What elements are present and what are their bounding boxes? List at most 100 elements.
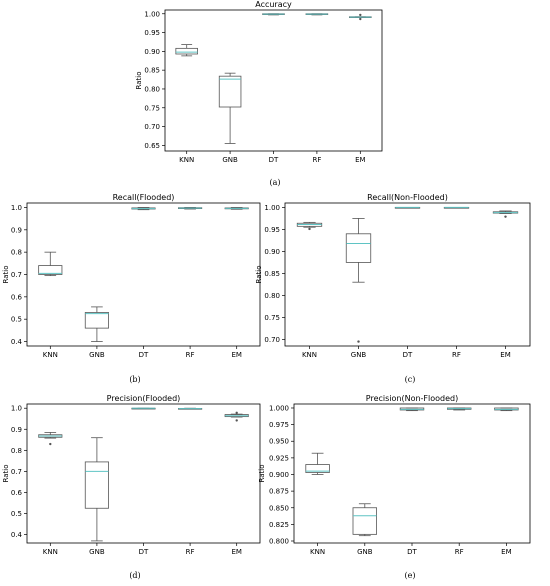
- y-tick-label: 0.6: [11, 293, 23, 301]
- box-gnb: [84, 437, 109, 542]
- box-rf: [446, 407, 472, 411]
- x-tick-label: GNB: [89, 548, 105, 556]
- y-tick-label: 0.8: [11, 249, 22, 257]
- box-dt: [399, 407, 425, 412]
- chart-panel-c: Recall(Non-Flooded) 0.70 0.75 0.80 0.85 0.90 0…: [255, 193, 531, 384]
- y-tick-label: 0.900: [269, 471, 289, 479]
- outlier-point: [49, 442, 52, 446]
- plot-frame: [284, 202, 531, 347]
- y-tick-label: 0.70: [264, 336, 280, 344]
- y-tick-label: 0.5: [11, 510, 22, 518]
- outlier-point: [235, 419, 238, 422]
- box-rf: [178, 407, 203, 410]
- y-tick-label: 0.80: [144, 85, 160, 93]
- chart-title: Recall(Flooded): [113, 193, 175, 202]
- panel-caption: (b): [129, 375, 140, 384]
- x-tick-label: RF: [312, 156, 321, 164]
- iqr-box: [38, 265, 63, 275]
- plot-frame: [26, 403, 261, 544]
- box-knn: [305, 452, 330, 475]
- x-tick-label: DT: [139, 351, 149, 359]
- panel-caption: (e): [405, 571, 416, 580]
- x-tick-label: DT: [269, 156, 279, 164]
- x-tick-label: EM: [231, 548, 241, 556]
- x-tick-label: EM: [501, 548, 511, 556]
- box-em: [224, 411, 249, 422]
- x-tick-label: GNB: [89, 351, 105, 359]
- y-tick-label: 1.0: [11, 405, 22, 413]
- x-tick-label: GNB: [222, 156, 238, 164]
- chart-panel-a: Accuracy 0.65 0.70 0.75 0.80 0.85 0.90 0.95 1.00…: [135, 0, 383, 187]
- x-tick-label: DT: [407, 548, 417, 556]
- y-tick-label: 0.95: [264, 226, 280, 234]
- x-tick-label: DT: [139, 548, 149, 556]
- outlier-point: [359, 17, 362, 21]
- y-tick-label: 0.950: [269, 438, 289, 446]
- y-axis-label: Ratio: [255, 266, 263, 284]
- outlier-point: [357, 340, 360, 343]
- chart-title: Precision(Non-Flooded): [366, 394, 458, 403]
- iqr-box: [345, 233, 372, 263]
- box-knn: [296, 221, 323, 231]
- y-tick-label: 1.00: [264, 204, 280, 212]
- x-tick-label: KNN: [302, 351, 317, 359]
- box-knn: [175, 44, 198, 57]
- chart-panel-b: Recall(Flooded) 0.4 0.5 0.6 0.7 0.8 0.9 1.0 Rati…: [2, 193, 261, 384]
- chart-panel-e: Precision(Non-Flooded) 0.800 0.825 0.850 0.8…: [258, 394, 531, 580]
- x-tick-label: KNN: [179, 156, 194, 164]
- y-tick-label: 0.80: [264, 292, 280, 300]
- box-rf: [443, 206, 470, 209]
- panel-caption: (d): [129, 571, 140, 580]
- y-tick-label: 0.90: [264, 248, 280, 256]
- iqr-box: [84, 312, 109, 329]
- x-tick-label: RF: [455, 548, 464, 556]
- box-knn: [38, 432, 63, 446]
- chart-title: Accuracy: [255, 0, 292, 9]
- iqr-box: [218, 75, 242, 108]
- box-gnb: [345, 217, 372, 343]
- box-gnb: [352, 503, 378, 537]
- iqr-box: [305, 464, 330, 473]
- box-em: [349, 13, 372, 21]
- y-tick-label: 1.0: [11, 204, 22, 212]
- x-tick-label: DT: [403, 351, 413, 359]
- box-knn: [38, 251, 63, 277]
- box-gnb: [84, 306, 109, 342]
- x-tick-label: RF: [452, 351, 461, 359]
- y-tick-label: 0.95: [144, 29, 160, 37]
- x-tick-label: EM: [355, 156, 365, 164]
- x-tick-label: GNB: [351, 351, 367, 359]
- box-rf: [178, 207, 203, 210]
- chart-title: Recall(Non-Flooded): [367, 193, 448, 202]
- outlier-point: [235, 411, 238, 415]
- box-em: [224, 207, 249, 210]
- y-tick-label: 0.975: [269, 421, 289, 429]
- x-tick-label: KNN: [310, 548, 325, 556]
- x-tick-label: EM: [231, 351, 241, 359]
- box-gnb: [218, 72, 242, 144]
- y-tick-label: 0.800: [269, 538, 289, 546]
- x-tick-label: GNB: [357, 548, 373, 556]
- chart-title: Precision(Flooded): [107, 394, 181, 403]
- x-tick-label: EM: [500, 351, 510, 359]
- y-axis-label: Ratio: [258, 465, 266, 483]
- y-tick-label: 0.875: [269, 488, 289, 496]
- outlier-point: [359, 13, 362, 17]
- outlier-point: [308, 227, 311, 231]
- box-dt: [131, 407, 156, 410]
- y-axis-label: Ratio: [2, 465, 10, 483]
- y-tick-label: 0.7: [11, 271, 22, 279]
- y-tick-label: 0.90: [144, 48, 160, 56]
- x-tick-label: RF: [186, 351, 195, 359]
- plot-frame: [26, 202, 261, 347]
- box-rf: [305, 13, 329, 16]
- chart-panel-d: Precision(Flooded) 0.4 0.5 0.6 0.7 0.8 0.9 1.0 R…: [2, 394, 261, 580]
- y-tick-label: 0.5: [11, 316, 22, 324]
- x-tick-label: KNN: [43, 351, 58, 359]
- y-tick-label: 0.75: [144, 104, 160, 112]
- y-tick-label: 0.85: [264, 270, 280, 278]
- y-tick-label: 0.65: [144, 142, 160, 150]
- outlier-point: [504, 215, 507, 218]
- plot-frame: [293, 403, 531, 544]
